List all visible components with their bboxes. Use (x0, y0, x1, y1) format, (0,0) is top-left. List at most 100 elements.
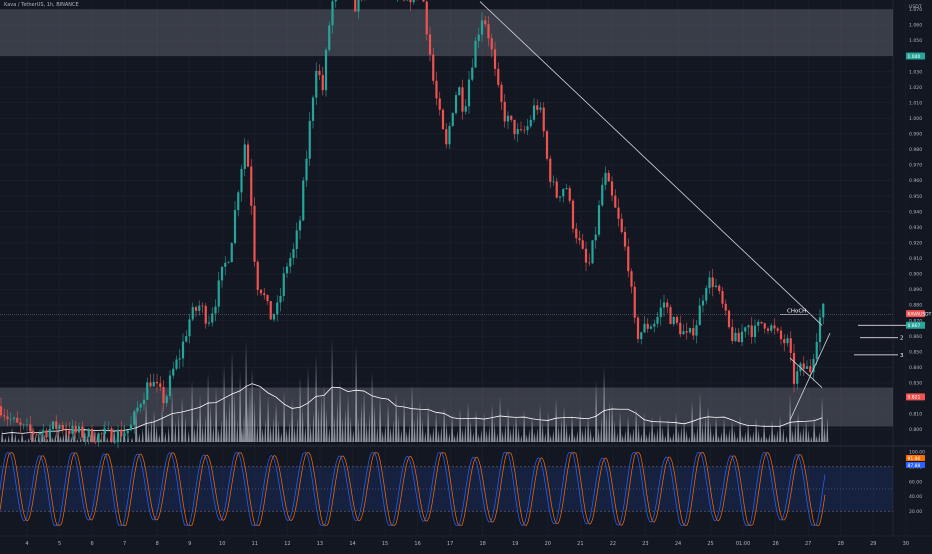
candle-body (510, 116, 512, 120)
candle-body (461, 87, 463, 111)
candle-body (409, 0, 411, 2)
candle-body (432, 54, 434, 80)
candle-body (286, 267, 288, 274)
candle-body (530, 120, 532, 126)
candle-body (62, 425, 64, 430)
candle-body (195, 307, 197, 311)
candle-body (55, 421, 57, 428)
candle-body (458, 87, 460, 95)
candle-body (819, 317, 821, 342)
candle-body (104, 429, 106, 434)
candle-body (263, 293, 265, 295)
candle-body (474, 41, 476, 68)
candle-body (546, 131, 548, 158)
candle-body (757, 322, 759, 326)
candle-body (208, 323, 210, 324)
x-tick-label: 12 (284, 541, 290, 547)
candle-body (442, 110, 444, 129)
y-tick-label: 1.020 (909, 85, 922, 91)
candle-body (78, 426, 80, 432)
candle-body (617, 208, 619, 219)
candle-body (127, 430, 129, 433)
x-tick-label: 17 (447, 541, 453, 547)
candle-body (484, 20, 486, 24)
candle-body (790, 338, 792, 353)
candle-body (497, 69, 499, 85)
candle-body (23, 425, 25, 426)
candle-body (81, 426, 83, 437)
candle-body (65, 430, 67, 431)
candle-body (94, 442, 96, 443)
currency-label: USDT (909, 4, 922, 10)
candle-body (136, 408, 138, 412)
candle-body (244, 144, 246, 168)
candle-body (708, 277, 710, 288)
candle-body (429, 34, 431, 54)
candle-body (816, 342, 818, 359)
candle-body (270, 301, 272, 319)
candle-body (201, 306, 203, 307)
candle-body (627, 247, 629, 272)
y-tick-label: 0.960 (909, 178, 922, 184)
x-tick-label: 16 (414, 541, 420, 547)
candle-body (715, 286, 717, 287)
candle-body (117, 430, 119, 442)
y-tick-label: 0.980 (909, 147, 922, 153)
candle-body (435, 81, 437, 99)
candle-body (273, 314, 275, 319)
candle-body (734, 333, 736, 341)
candle-body (731, 327, 733, 341)
x-tick-label: 26 (772, 541, 778, 547)
stoch-tick-label: 20.00 (909, 509, 922, 515)
candle-body (471, 68, 473, 80)
candle-body (676, 317, 678, 323)
candle-body (133, 411, 135, 424)
candle-body (637, 318, 639, 339)
candle-body (565, 188, 567, 189)
y-tick-label: 0.950 (909, 194, 922, 200)
candle-body (452, 113, 454, 126)
x-tick-label: 21 (577, 541, 583, 547)
y-tick-label: 1.060 (909, 23, 922, 29)
y-tick-label: 0.830 (909, 381, 922, 387)
candle-body (741, 332, 743, 342)
candle-body (455, 95, 457, 113)
y-tick-label: 1.030 (909, 69, 922, 75)
candle-body (0, 406, 2, 415)
candle-body (114, 442, 116, 443)
candle-body (770, 325, 772, 331)
stoch-tick-label: 60.00 (909, 479, 922, 485)
candle-body (669, 307, 671, 324)
candle-body (468, 80, 470, 107)
candle-body (39, 433, 41, 435)
annotation-choch: CHoCH (787, 308, 806, 314)
candle-body (682, 331, 684, 334)
y-tick-label: 0.850 (909, 349, 922, 355)
candle-body (777, 328, 779, 330)
y-tick-label: 1.050 (909, 38, 922, 44)
candle-body (146, 382, 148, 399)
candle-body (299, 220, 301, 230)
candle-body (182, 342, 184, 359)
candle-body (608, 173, 610, 182)
candle-body (227, 262, 229, 263)
candle-body (260, 290, 262, 293)
candle-body (279, 296, 281, 302)
candle-body (36, 434, 38, 435)
candle-body (10, 419, 12, 420)
candle-body (520, 129, 522, 130)
candle-body (809, 366, 811, 372)
candle-body (718, 286, 720, 291)
candle-body (205, 306, 207, 324)
candle-body (289, 258, 291, 267)
y-tick-label: 0.930 (909, 225, 922, 231)
candle-body (354, 0, 356, 12)
candle-body (159, 383, 161, 387)
candle-body (211, 313, 213, 322)
candle-body (767, 329, 769, 331)
x-tick-label: 10 (219, 541, 225, 547)
y-tick-label: 0.990 (909, 132, 922, 138)
candle-body (660, 308, 662, 317)
